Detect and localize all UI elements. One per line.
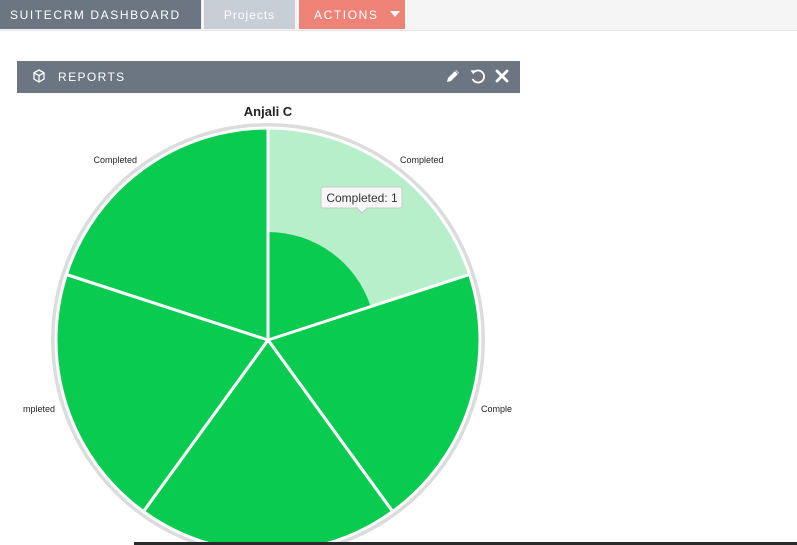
pie-slice-value-fill <box>268 232 371 340</box>
close-icon[interactable] <box>493 67 511 85</box>
suitecrm-dashboard-tab[interactable]: SUITECRM DASHBOARD <box>0 0 201 29</box>
bottom-divider <box>134 542 797 545</box>
projects-tab[interactable]: Projects <box>204 0 295 29</box>
edit-icon[interactable] <box>444 67 462 85</box>
pie-chart-area: Completed Comple mpleted Completed Completed… <box>0 94 520 545</box>
dashlet-title: REPORTS <box>58 70 126 84</box>
actions-menu-button[interactable]: ACTIONS <box>299 0 405 29</box>
cube-icon <box>33 69 45 83</box>
slice-label: Completed <box>400 155 444 165</box>
tooltip-text: Completed: 1 <box>326 191 398 205</box>
pie-slice[interactable] <box>54 272 271 514</box>
slice-label: Completed <box>93 155 137 165</box>
actions-label: ACTIONS <box>314 8 379 22</box>
chart-tooltip: Completed: 1 <box>320 186 403 214</box>
slice-label: Comple <box>481 404 512 414</box>
pie-slice[interactable] <box>141 337 395 545</box>
refresh-icon[interactable] <box>468 67 486 85</box>
pie-slice[interactable] <box>265 272 482 514</box>
slice-label: mpleted <box>23 404 55 414</box>
pie-slice[interactable] <box>64 126 270 343</box>
pie-shadow <box>51 123 485 545</box>
chart-title: Anjali C <box>243 104 293 119</box>
reports-dashlet-header: REPORTS <box>17 61 520 93</box>
caret-down-icon <box>390 11 400 17</box>
top-navigation-bar: SUITECRM DASHBOARD Projects ACTIONS <box>0 0 797 31</box>
pie-chart: Completed Comple mpleted Completed Completed… <box>23 123 512 545</box>
